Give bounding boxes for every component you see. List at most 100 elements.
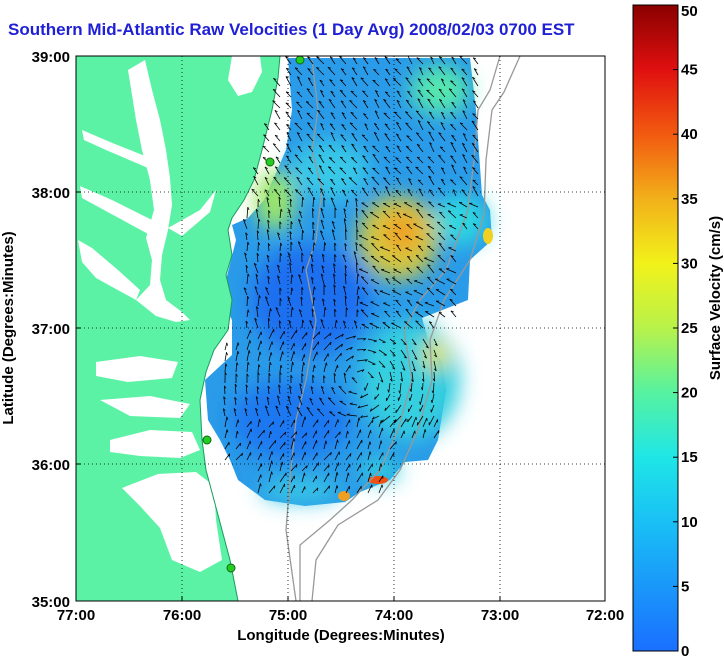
velocity-vector-head (318, 165, 322, 168)
velocity-vector (301, 441, 307, 450)
velocity-vector (328, 166, 336, 175)
velocity-vector (367, 360, 376, 365)
velocity-vector-head (344, 295, 348, 299)
velocity-vector (289, 262, 292, 274)
velocity-vector (415, 110, 424, 120)
velocity-vector-head (375, 90, 379, 93)
velocity-vector (245, 320, 248, 329)
velocity-vector-head (312, 208, 315, 212)
velocity-vector-head (226, 342, 228, 346)
velocity-vector (331, 221, 336, 230)
velocity-vector (384, 91, 391, 98)
velocity-vector-head (407, 299, 411, 302)
velocity-vector (367, 430, 371, 439)
velocity-vector (317, 109, 325, 120)
velocity-vector (290, 274, 293, 285)
velocity-vector-head (461, 88, 465, 91)
velocity-vector (290, 419, 295, 428)
velocity-vector (437, 232, 446, 241)
velocity-vector-head (334, 254, 337, 258)
velocity-vector (356, 452, 362, 461)
velocity-vector-head (416, 266, 420, 268)
velocity-vector (362, 66, 369, 76)
velocity-vector (349, 100, 358, 109)
velocity-vector-head (441, 167, 445, 170)
velocity-vector-head (298, 395, 302, 399)
velocity-vector-head (363, 349, 367, 352)
velocity-vector-head (389, 378, 393, 382)
velocity-vector (311, 308, 314, 318)
y-axis-label: Latitude (Degrees:Minutes) (0, 231, 17, 424)
velocity-vector (345, 472, 349, 483)
velocity-vector (306, 88, 314, 98)
velocity-vector (435, 289, 446, 296)
velocity-vector (301, 265, 304, 274)
velocity-vector (323, 485, 330, 494)
velocity-vector-head (271, 460, 273, 464)
velocity-vector (290, 287, 293, 296)
velocity-vector-head (371, 236, 375, 238)
velocity-vector (356, 273, 359, 285)
velocity-vector (349, 403, 358, 406)
velocity-vector-head (295, 431, 298, 435)
velocity-vector-head (329, 332, 332, 337)
velocity-vector (471, 142, 479, 153)
velocity-vector (274, 122, 281, 131)
velocity-vector (235, 442, 241, 450)
velocity-vector (296, 132, 303, 142)
velocity-vector-head (307, 122, 311, 125)
velocity-vector-head (266, 396, 270, 400)
velocity-vector-head (339, 56, 343, 58)
velocity-vector (277, 264, 281, 274)
y-tick-label: 36:00 (32, 457, 70, 474)
velocity-vector (273, 78, 281, 87)
map-title: Southern Mid-Atlantic Raw Velocities (1 … (8, 20, 575, 39)
velocity-vector-head (382, 427, 384, 431)
velocity-vector (363, 113, 369, 120)
velocity-vector (339, 56, 347, 65)
velocity-vector (406, 299, 413, 307)
velocity-vector-head (265, 296, 268, 299)
velocity-vector (352, 57, 358, 65)
velocity-vector-head (306, 88, 310, 91)
velocity-vector-head (437, 232, 442, 235)
velocity-vector (428, 131, 435, 142)
velocity-vector (327, 66, 336, 76)
velocity-vector-head (290, 221, 293, 225)
velocity-vector-head (338, 386, 342, 388)
velocity-vector-head (361, 187, 365, 190)
velocity-vector (374, 90, 380, 98)
velocity-vector (257, 340, 262, 351)
velocity-vector (358, 235, 369, 241)
velocity-vector (290, 307, 293, 318)
velocity-vector-head (356, 309, 359, 313)
velocity-vector (333, 284, 336, 296)
velocity-vector-head (255, 408, 258, 411)
velocity-vector (340, 68, 347, 76)
velocity-vector (428, 111, 435, 120)
velocity-vector-head (330, 341, 332, 345)
velocity-vector-head (271, 451, 273, 455)
velocity-vector-head (280, 364, 283, 368)
velocity-vector (385, 278, 391, 285)
velocity-vector-head (289, 385, 292, 389)
velocity-vector-head (341, 68, 345, 71)
velocity-vector (427, 165, 435, 175)
velocity-vector (316, 133, 325, 142)
velocity-vector (437, 187, 446, 197)
velocity-vector-head (394, 232, 398, 235)
velocity-vector (352, 167, 358, 175)
y-tick-label: 38:00 (32, 185, 70, 202)
velocity-vector (435, 300, 446, 307)
velocity-vector-head (451, 56, 455, 59)
velocity-vector-head (233, 408, 237, 411)
velocity-vector-head (226, 352, 228, 356)
velocity-vector-head (330, 197, 334, 200)
velocity-vector (279, 242, 281, 252)
velocity-vector-head (344, 265, 348, 269)
velocity-vector-head (353, 167, 357, 170)
velocity-vector (255, 396, 259, 406)
velocity-vector (394, 68, 402, 76)
velocity-vector-head (235, 373, 238, 377)
velocity-vector (433, 338, 438, 346)
